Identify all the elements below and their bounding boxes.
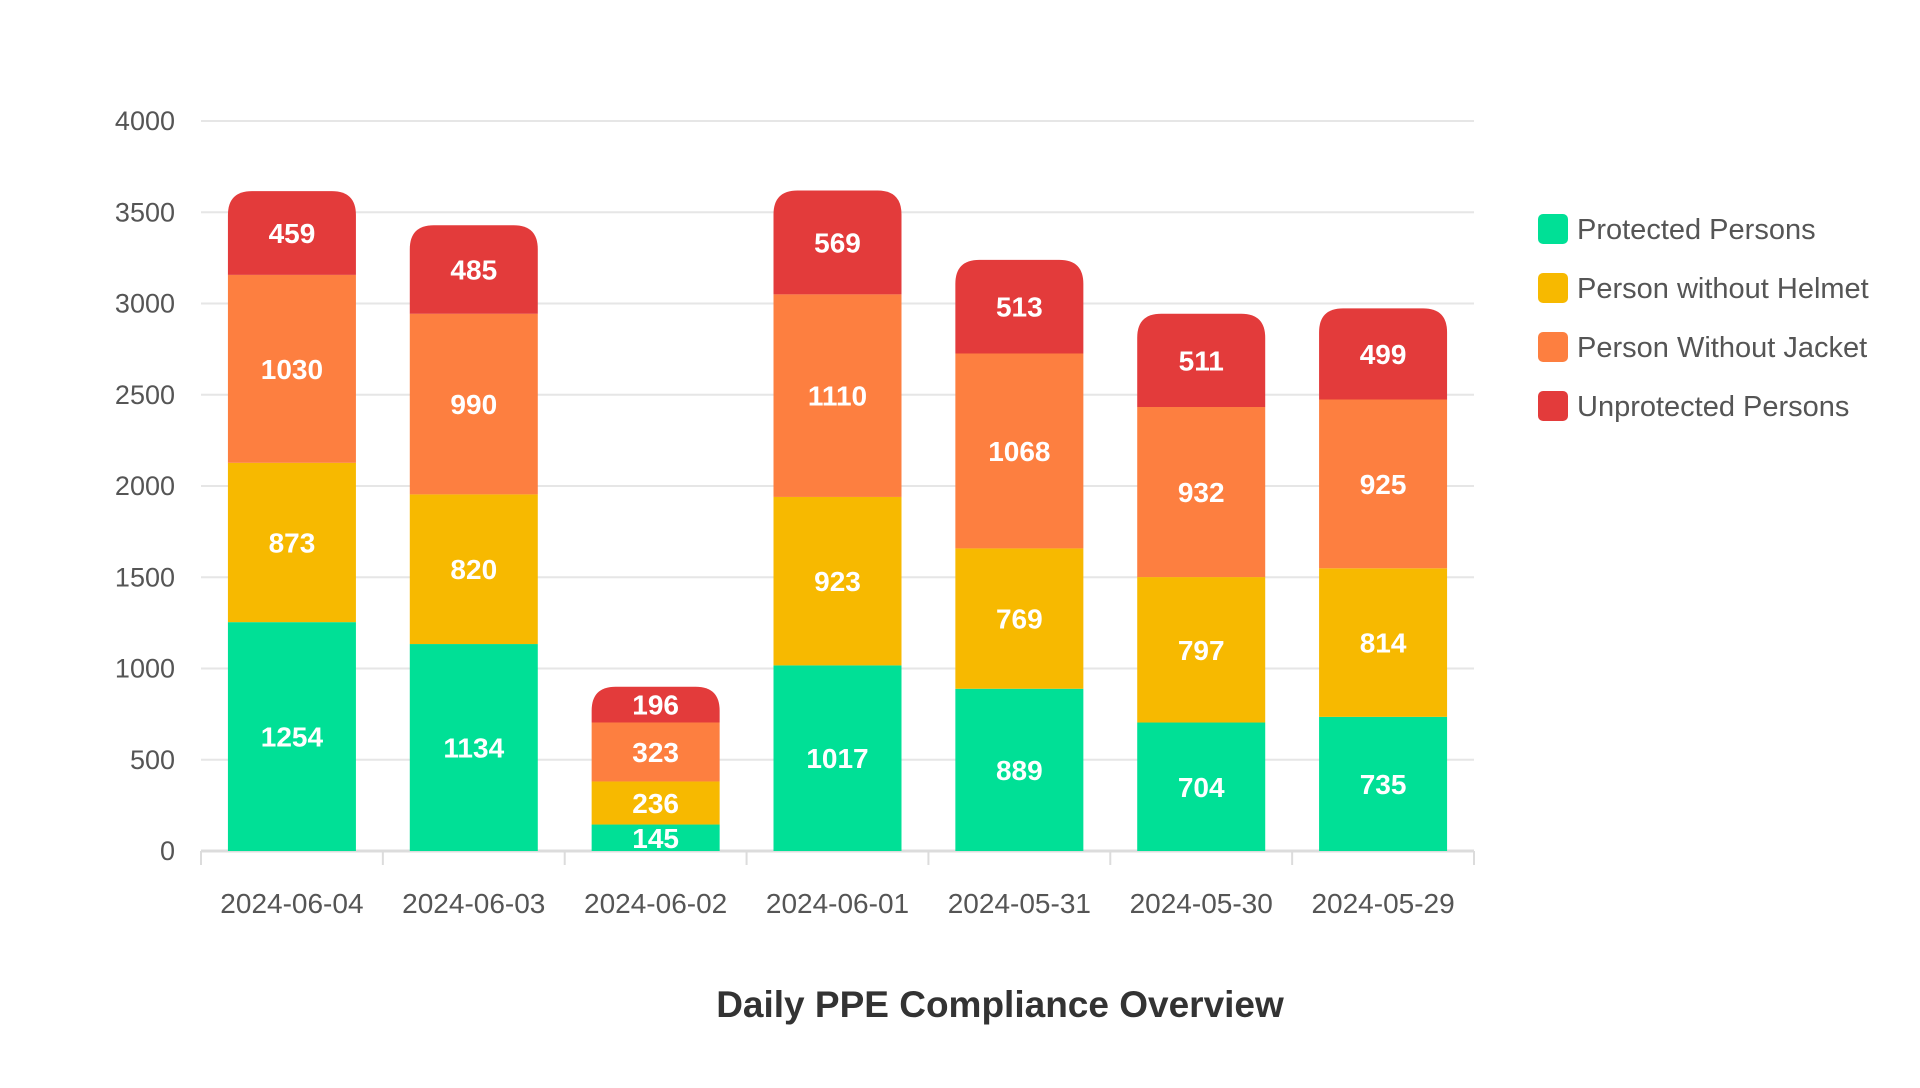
bar-segment <box>227 622 356 851</box>
bar-segment <box>1137 722 1266 851</box>
y-tick-label: 4000 <box>115 106 175 136</box>
y-tick-label: 2000 <box>115 471 175 501</box>
data-label: 323 <box>632 737 679 768</box>
y-tick-label: 3000 <box>115 289 175 319</box>
bar-segment <box>227 462 356 623</box>
legend-item: Person Without Jacket <box>1538 332 1867 364</box>
legend-item: Unprotected Persons <box>1538 391 1849 423</box>
x-tick-label: 2024-05-30 <box>1130 888 1273 919</box>
bar-segment <box>227 191 356 275</box>
data-label: 1254 <box>261 722 324 753</box>
data-label: 1068 <box>988 436 1050 467</box>
data-label: 1134 <box>443 733 504 764</box>
data-label: 1030 <box>261 354 323 385</box>
bar-segment <box>409 225 538 314</box>
x-tick-label: 2024-05-31 <box>948 888 1091 919</box>
bar-segment <box>409 494 538 645</box>
data-label: 499 <box>1360 339 1407 370</box>
bar-segment <box>591 824 720 851</box>
data-label: 820 <box>450 554 497 585</box>
y-tick-label: 0 <box>160 836 175 866</box>
data-label: 990 <box>450 389 497 420</box>
data-label: 923 <box>814 566 861 597</box>
bar-segment <box>773 190 902 295</box>
bar-stack: 1134 820 990 485 <box>409 225 538 851</box>
bar-segment <box>1319 399 1448 569</box>
x-tick-label: 2024-05-29 <box>1311 888 1454 919</box>
bar-stack: 145 236 323 196 <box>591 686 720 854</box>
data-label: 925 <box>1360 469 1407 500</box>
bar-segment <box>1319 308 1448 400</box>
data-label: 932 <box>1178 477 1225 508</box>
legend-label: Unprotected Persons <box>1577 391 1849 423</box>
x-tick-label: 2024-06-02 <box>584 888 727 919</box>
bar-segment <box>591 686 720 723</box>
x-tick-label: 2024-06-01 <box>766 888 909 919</box>
y-tick-label: 1000 <box>115 654 175 684</box>
legend-swatch <box>1538 391 1568 421</box>
data-label: 704 <box>1178 772 1225 803</box>
bar-segment <box>955 688 1084 851</box>
bar-stack: 704 797 932 511 <box>1137 313 1266 851</box>
data-label: 196 <box>632 690 679 721</box>
y-tick-label: 1500 <box>115 562 175 592</box>
y-tick-label: 3500 <box>115 197 175 227</box>
bar-segment <box>591 781 720 825</box>
legend-swatch <box>1538 214 1568 244</box>
data-label: 1110 <box>808 381 867 412</box>
bar-segment <box>1137 577 1266 723</box>
y-tick-label: 2500 <box>115 380 175 410</box>
legend: Protected Persons Person without Helmet Pe… <box>1538 214 1869 423</box>
x-tick-label: 2024-06-04 <box>220 888 363 919</box>
bar-segment <box>1319 716 1448 851</box>
data-label: 797 <box>1178 635 1225 666</box>
legend-item: Person without Helmet <box>1538 273 1869 305</box>
data-label: 769 <box>996 604 1043 635</box>
data-label: 485 <box>450 254 497 285</box>
bar-segment <box>773 496 902 666</box>
data-label: 889 <box>996 755 1043 786</box>
bar-segment <box>409 313 538 495</box>
data-label: 735 <box>1360 769 1407 800</box>
legend-label: Person Without Jacket <box>1577 332 1867 364</box>
data-label: 814 <box>1360 628 1407 659</box>
y-tick-label: 500 <box>130 745 175 775</box>
data-label: 145 <box>632 823 679 854</box>
bar-stack: 735 814 925 499 <box>1319 308 1448 851</box>
bar-segment <box>1319 568 1448 717</box>
bar-segment <box>1137 313 1266 407</box>
y-axis: 0 500 1000 1500 2000 2500 3000 3500 4000 <box>115 106 175 866</box>
bar-segment <box>409 644 538 851</box>
legend-label: Protected Persons <box>1577 214 1816 246</box>
bar-segment <box>1137 406 1266 578</box>
legend-item: Protected Persons <box>1538 214 1816 246</box>
data-label: 513 <box>996 292 1043 323</box>
bar-stack: 889 769 1068 513 <box>955 259 1084 851</box>
x-tick-label: 2024-06-03 <box>402 888 545 919</box>
bars: 1254873103045911348209904851452363231961… <box>227 190 1448 854</box>
data-label: 873 <box>269 527 316 558</box>
bar-stack: 1254 873 1030 459 <box>227 191 356 851</box>
bar-segment <box>773 294 902 497</box>
data-label: 1017 <box>806 743 868 774</box>
data-label: 236 <box>632 788 679 819</box>
bar-segment <box>773 665 902 851</box>
data-label: 511 <box>1179 345 1224 376</box>
legend-label: Person without Helmet <box>1577 273 1869 305</box>
bar-stack: 1017 923 1110 569 <box>773 190 902 851</box>
bar-segment <box>955 548 1084 689</box>
bar-segment <box>591 722 720 782</box>
legend-swatch <box>1538 273 1568 303</box>
bar-segment <box>955 259 1084 354</box>
bar-segment <box>955 353 1084 549</box>
bar-segment <box>227 274 356 463</box>
data-label: 459 <box>269 218 316 249</box>
chart-title: Daily PPE Compliance Overview <box>716 984 1284 1025</box>
legend-swatch <box>1538 332 1568 362</box>
data-label: 569 <box>814 227 861 258</box>
x-axis: 2024-06-04 2024-06-03 2024-06-02 2024-06-01… <box>200 851 1475 919</box>
